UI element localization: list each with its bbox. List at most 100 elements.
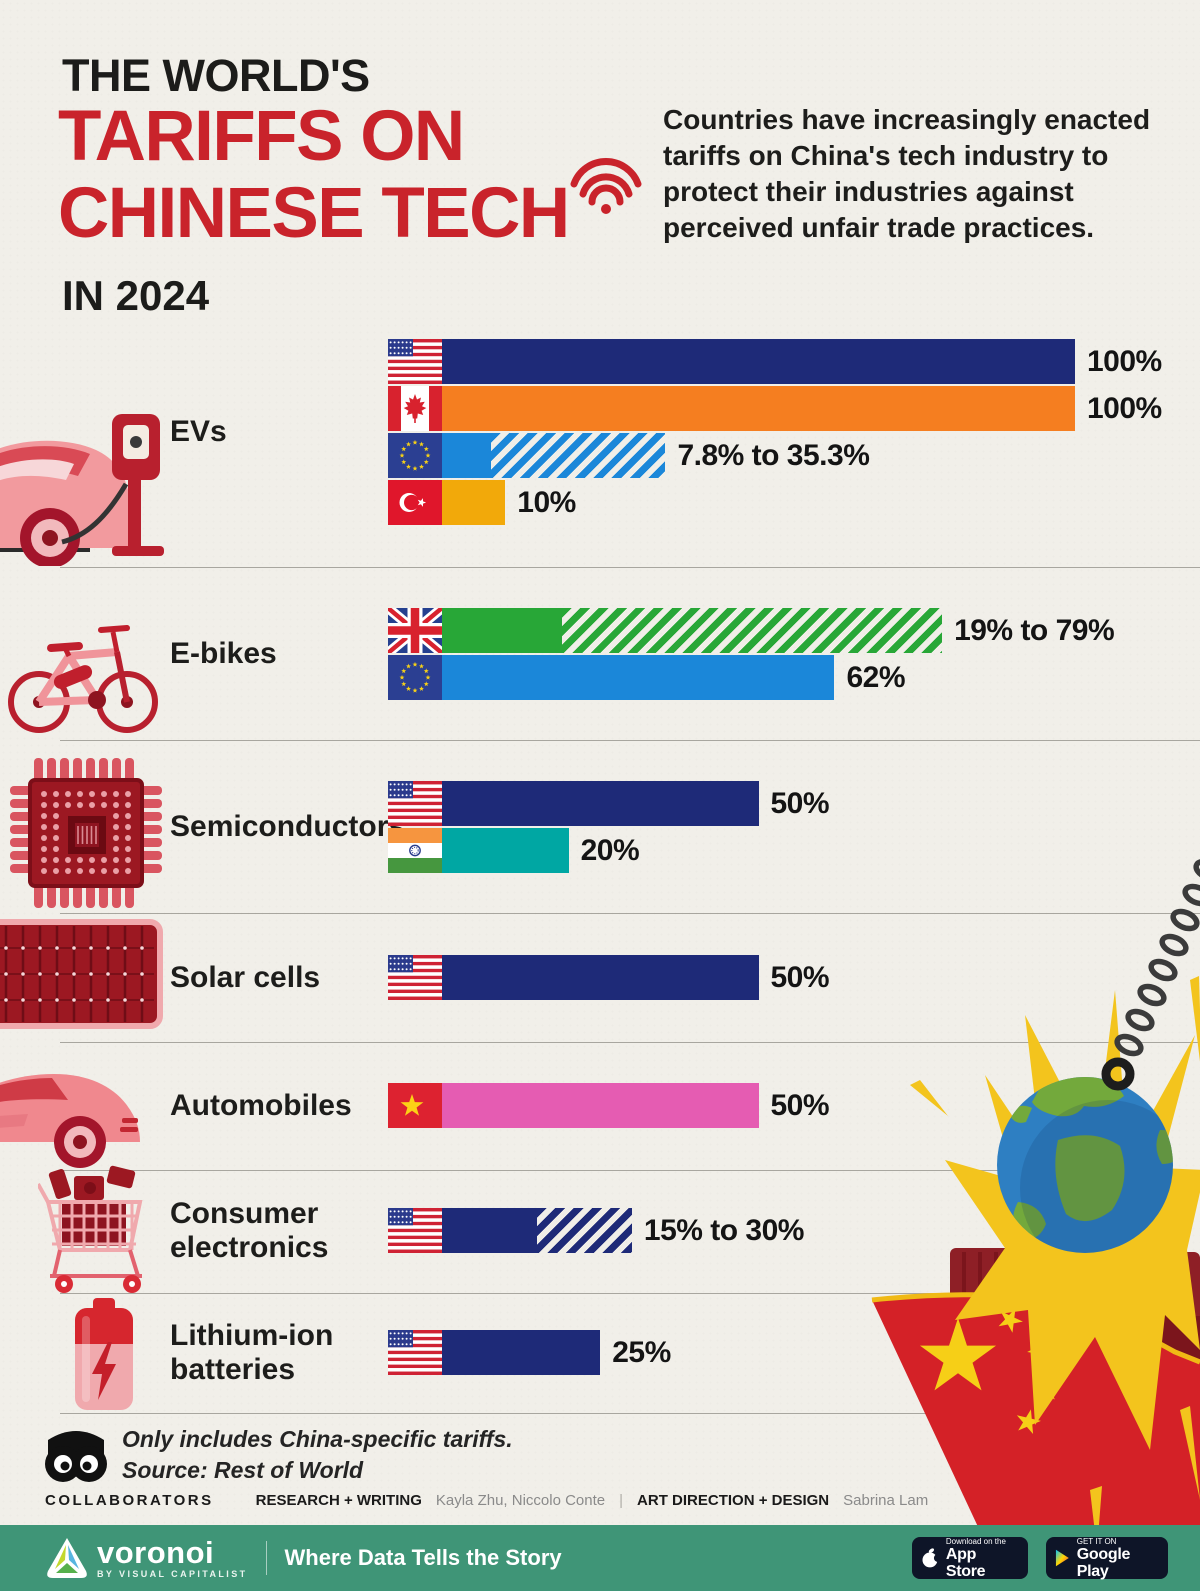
voronoi-sub-brand: BY VISUAL CAPITALIST <box>97 1568 248 1579</box>
us-flag-icon <box>388 339 442 384</box>
tariff-value-label: 50% <box>770 1089 830 1122</box>
tariff-bar <box>442 339 1075 384</box>
tariff-bar-solid <box>442 480 506 525</box>
tariff-bar <box>442 1330 601 1375</box>
section-divider <box>60 913 1200 914</box>
globe-wrecking-ball-illustration <box>871 858 1200 1591</box>
tariff-bar-solid <box>442 1208 537 1253</box>
rest-of-world-binoculars-icon <box>45 1431 107 1482</box>
section-divider <box>60 1042 1200 1043</box>
tariff-bar <box>442 781 759 826</box>
footer-tagline: Where Data Tells the Story <box>284 1545 562 1570</box>
tariff-value-label: 100% <box>1087 392 1162 425</box>
tariff-bar-solid <box>442 655 835 700</box>
tariff-value-label: 19% to 79% <box>954 614 1115 647</box>
google-play-icon <box>1055 1549 1069 1567</box>
app-store-line2: App Store <box>945 1545 986 1580</box>
apple-icon <box>922 1548 939 1568</box>
in-flag-icon <box>388 828 442 873</box>
tariff-bar <box>442 955 759 1000</box>
category-label: Consumer electronics <box>170 1196 329 1264</box>
tariff-bar-range-hatch <box>562 608 943 653</box>
source-note: Only includes China-specific tariffs. So… <box>122 1424 513 1486</box>
category-label: Semiconductors <box>170 810 406 843</box>
app-store-badge[interactable]: Download on the App Store <box>912 1536 1028 1580</box>
section-divider <box>60 740 1200 741</box>
tariff-bar <box>442 1083 759 1128</box>
tariff-bar-solid <box>442 433 492 478</box>
google-play-badge[interactable]: GET IT ON Google Play <box>1046 1536 1168 1580</box>
section-divider <box>60 1413 1200 1414</box>
tariff-bar <box>442 828 569 873</box>
app-store-line1: Download on the <box>945 1536 1006 1546</box>
tariff-bar-solid <box>442 1083 759 1128</box>
solar-icon <box>0 916 166 1038</box>
collaborators-row: COLLABORATORS RESEARCH + WRITING Kayla Z… <box>45 1492 928 1509</box>
section-divider <box>60 1170 1200 1171</box>
tariff-bar-solid <box>442 781 759 826</box>
year-text: IN 2024 <box>62 272 210 319</box>
tariff-bar <box>442 386 1075 431</box>
intro-paragraph: Countries have increasingly enacted tari… <box>663 104 1151 243</box>
tariff-bar <box>442 433 666 478</box>
tariff-bar <box>442 480 506 525</box>
tariff-value-label: 7.8% to 35.3% <box>677 439 870 472</box>
category-label: Solar cells <box>170 960 321 994</box>
section-divider <box>60 567 1200 568</box>
wifi-dot <box>601 204 611 214</box>
us-flag-icon <box>388 1330 442 1375</box>
battery-icon <box>72 1296 136 1412</box>
tr-flag-icon <box>388 480 442 525</box>
kicker-text: THE WORLD'S <box>62 50 370 101</box>
consumer-electronics-icon <box>36 1160 173 1296</box>
wifi-icon <box>570 157 642 214</box>
footnote-text: Only includes China-specific tariffs. <box>122 1426 513 1452</box>
tariff-value-label: 62% <box>846 661 905 694</box>
art-direction-name: Sabrina Lam <box>843 1492 929 1509</box>
tariff-value-label: 20% <box>580 834 640 867</box>
automobile-icon <box>0 1040 153 1168</box>
vn-flag-icon <box>388 1083 442 1128</box>
google-play-line1: GET IT ON <box>1076 1536 1117 1546</box>
category-label: E-bikes <box>170 637 277 670</box>
google-play-line2: Google Play <box>1076 1545 1131 1580</box>
uk-flag-icon <box>388 608 442 653</box>
voronoi-brand: voronoi BY VISUAL CAPITALIST <box>45 1536 248 1580</box>
tariff-value-label: 10% <box>517 486 576 519</box>
ebike-icon <box>0 594 175 736</box>
us-flag-icon <box>388 1208 442 1253</box>
ca-flag-icon <box>388 386 442 431</box>
art-direction-label: ART DIRECTION + DESIGN <box>637 1492 830 1509</box>
us-flag-icon <box>388 955 442 1000</box>
tariff-value-label: 50% <box>770 787 830 820</box>
source-text: Source: Rest of World <box>122 1457 364 1483</box>
footer-divider <box>265 1541 267 1575</box>
page-title-line1: TARIFFS ON <box>58 97 465 176</box>
collaborators-separator: | <box>619 1492 624 1509</box>
category-label: Automobiles <box>170 1088 352 1122</box>
footer-bar: voronoi BY VISUAL CAPITALIST Where Data … <box>0 1525 1200 1591</box>
tariff-bar-solid <box>442 955 759 1000</box>
research-writing-names: Kayla Zhu, Niccolo Conte <box>435 1492 606 1509</box>
tariff-bar-solid <box>442 339 1075 384</box>
tariff-bar <box>442 608 943 653</box>
tariff-bar-solid <box>442 608 563 653</box>
tariff-value-label: 15% to 30% <box>643 1214 805 1247</box>
us-flag-icon <box>388 781 442 826</box>
tariff-bar-solid <box>442 1330 601 1375</box>
tariff-value-label: 25% <box>612 1336 671 1369</box>
ev-charging-icon <box>0 398 166 568</box>
eu-flag-icon <box>388 433 442 478</box>
tariff-value-label: 100% <box>1087 345 1162 378</box>
page-title-line2: CHINESE TECH <box>58 174 570 253</box>
tariff-bar <box>442 655 835 700</box>
eu-flag-icon <box>388 655 442 700</box>
voronoi-logo-icon <box>47 1538 87 1578</box>
tariff-bar-range-hatch <box>536 1208 632 1253</box>
tariff-value-label: 50% <box>770 961 830 994</box>
collaborators-label: COLLABORATORS <box>45 1492 214 1509</box>
tariff-bar-solid <box>442 828 569 873</box>
category-label: Lithium-ion batteries <box>170 1318 334 1386</box>
